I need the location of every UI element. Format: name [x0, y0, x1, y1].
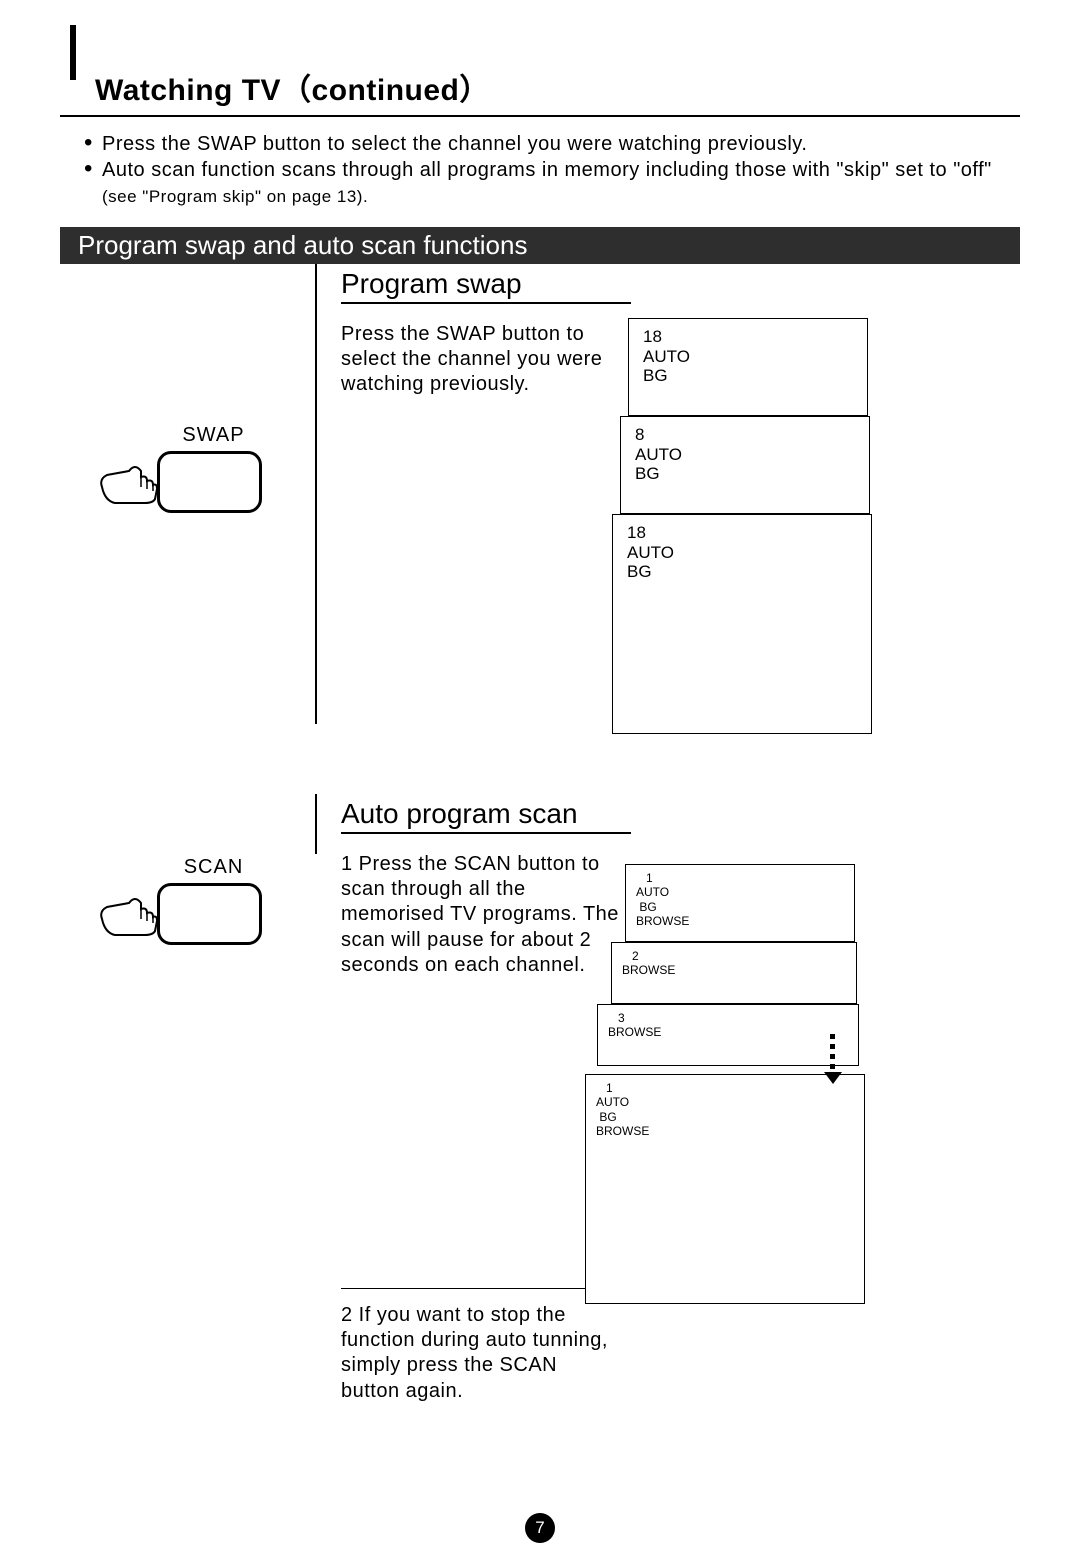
scan-screen-1: 1 AUTO BG BROWSE: [625, 864, 855, 942]
swap-screen-2-l2: AUTO: [635, 445, 682, 464]
scan-screen-2-text: 2 BROWSE: [612, 943, 856, 984]
intro-list: Press the SWAP button to select the chan…: [84, 131, 1020, 209]
scan-screen-1-l4: BROWSE: [636, 914, 689, 928]
down-arrow-icon: [822, 1034, 844, 1084]
scan-screen-2-l2: BROWSE: [622, 963, 675, 977]
scan-screen-2: 2 BROWSE: [611, 942, 857, 1004]
scan-heading-rule: [341, 832, 631, 834]
intro-item-2-ref: (see "Program skip" on page 13).: [102, 187, 368, 206]
swap-screen-3-l3: BG: [627, 562, 652, 581]
swap-screen-1-l2: AUTO: [643, 347, 690, 366]
right-col-scan: Auto program scan 1 Press the SCAN butto…: [317, 794, 1020, 1354]
scan-button-label: SCAN: [165, 856, 262, 879]
scan-screen-3-text: 3 BROWSE: [598, 1005, 858, 1046]
swap-screen-1-ch: 18: [643, 327, 662, 346]
scan-screen-4-l2: AUTO: [596, 1095, 629, 1109]
intro-item-1: Press the SWAP button to select the chan…: [84, 131, 1020, 157]
scan-screen-1-l3: BG: [639, 900, 656, 914]
title-accent-bar: [70, 25, 76, 80]
swap-screen-1: 18 AUTO BG: [628, 318, 868, 416]
swap-screen-stack: 18 AUTO BG 8 AUTO BG 18 AUTO BG: [622, 318, 882, 738]
section-header: Program swap and auto scan functions: [60, 227, 1020, 264]
page-title: Watching TV（continued）: [95, 65, 1020, 109]
scan-screen-4-l3: BG: [599, 1110, 616, 1124]
intro-item-2-text: Auto scan function scans through all pro…: [102, 159, 992, 181]
scan-screen-stack: 1 AUTO BG BROWSE 3 BROWSE 2 BROWSE: [597, 864, 887, 1314]
left-col-swap: SWAP: [60, 264, 315, 784]
swap-desc: Press the SWAP button to select the chan…: [341, 322, 621, 398]
scan-screen-3: 3 BROWSE: [597, 1004, 859, 1066]
scan-screen-3-ch: 3: [618, 1011, 625, 1025]
title-main: Watching TV: [95, 74, 281, 107]
scan-desc-1: 1 Press the SCAN button to scan through …: [341, 852, 621, 978]
swap-screen-2-ch: 8: [635, 425, 644, 444]
scan-screen-2-ch: 2: [632, 949, 639, 963]
title-rule: [60, 115, 1020, 117]
right-col-swap: Program swap Press the SWAP button to se…: [317, 264, 1020, 784]
scan-screen-1-l2: AUTO: [636, 885, 669, 899]
swap-screen-2: 8 AUTO BG: [620, 416, 870, 514]
swap-screen-1-l3: BG: [643, 366, 668, 385]
scan-screen-1-text: 1 AUTO BG BROWSE: [626, 865, 854, 935]
page-number: 7: [525, 1513, 555, 1543]
swap-heading-rule: [341, 302, 631, 304]
scan-screen-1-ch: 1: [646, 871, 653, 885]
scan-heading: Auto program scan: [341, 798, 1020, 830]
scan-screen-4-text: 1 AUTO BG BROWSE: [586, 1075, 864, 1145]
swap-screen-3: 18 AUTO BG: [612, 514, 872, 734]
scan-screen-4-ch: 1: [606, 1081, 613, 1095]
intro-item-2: Auto scan function scans through all pro…: [84, 157, 1020, 209]
section-program-swap: SWAP Program swap Press the SWAP button …: [60, 264, 1020, 784]
scan-divider: [341, 1288, 621, 1289]
swap-screen-2-text: 8 AUTO BG: [621, 417, 869, 492]
swap-screen-1-text: 18 AUTO BG: [629, 319, 867, 394]
swap-button-rect: [157, 451, 262, 513]
scan-screen-4: 1 AUTO BG BROWSE: [585, 1074, 865, 1304]
swap-screen-3-l2: AUTO: [627, 543, 674, 562]
swap-button-diagram: SWAP: [115, 424, 262, 513]
swap-screen-2-l3: BG: [635, 464, 660, 483]
scan-button-rect: [157, 883, 262, 945]
scan-screen-3-l2: BROWSE: [608, 1025, 661, 1039]
swap-screen-3-text: 18 AUTO BG: [613, 515, 871, 590]
section-auto-scan: SCAN Auto program scan 1 Press the SCAN …: [60, 794, 1020, 1354]
title-continued: （continued）: [281, 74, 490, 107]
scan-button-diagram: SCAN: [115, 856, 262, 945]
scan-screen-4-l4: BROWSE: [596, 1124, 649, 1138]
left-col-scan: SCAN: [60, 794, 315, 1354]
swap-screen-3-ch: 18: [627, 523, 646, 542]
swap-heading: Program swap: [341, 268, 1020, 300]
scan-desc-2: 2 If you want to stop the function durin…: [341, 1303, 621, 1404]
swap-button-label: SWAP: [165, 424, 262, 447]
